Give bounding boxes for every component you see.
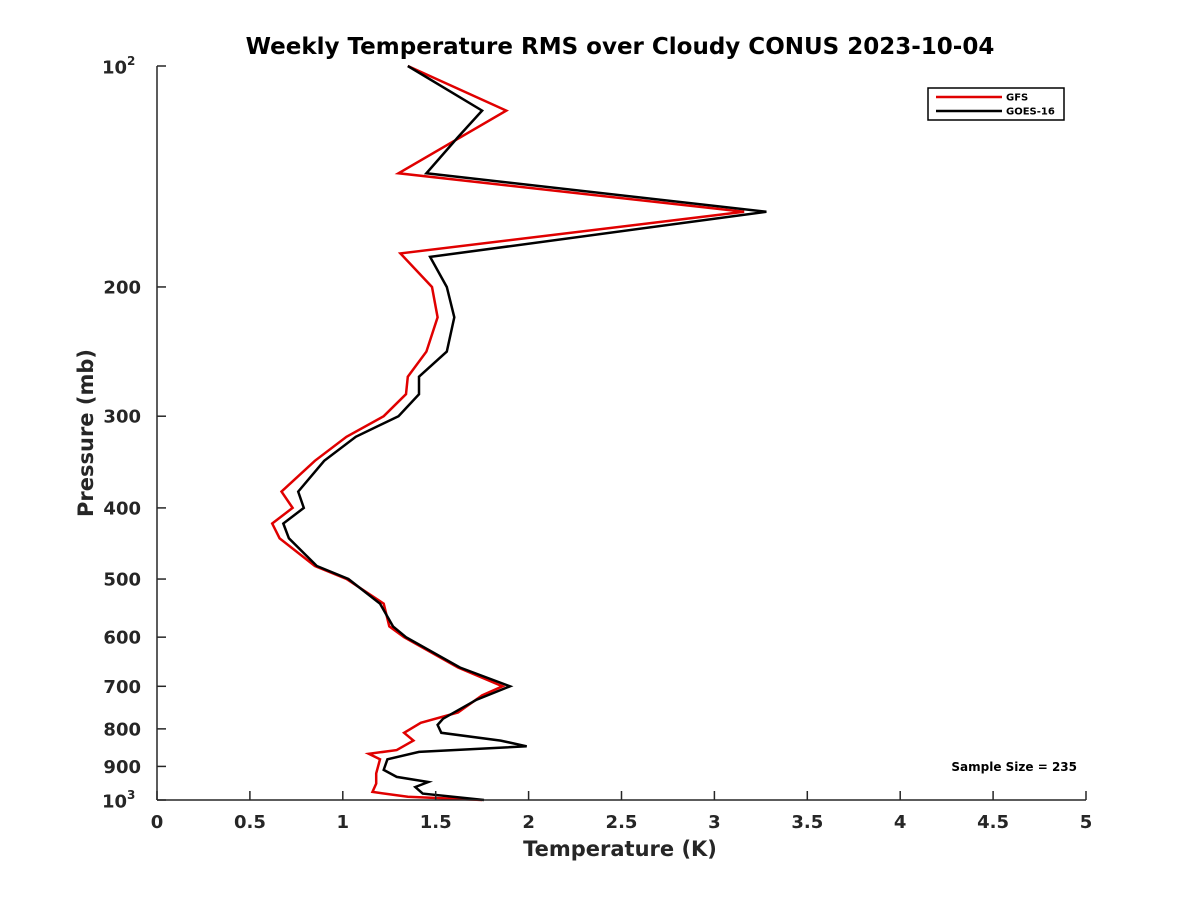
x-tick-label: 4.5 [977,812,1009,833]
x-tick-label: 1.5 [420,812,452,833]
y-tick-label: 300 [103,407,141,428]
y-tick-label: 200 [103,277,141,298]
y-tick-label: 400 [103,498,141,519]
x-tick-label: 3 [708,812,721,833]
x-tick-label: 5 [1080,812,1093,833]
x-tick-label: 3.5 [791,812,823,833]
x-tick-label: 1 [337,812,350,833]
y-tick-label: 700 [103,677,141,698]
y-tick-label: 500 [103,570,141,591]
x-tick-label: 4 [894,812,907,833]
y-tick-exponent: 3 [127,788,135,802]
chart-title: Weekly Temperature RMS over Cloudy CONUS… [246,34,995,60]
legend-label-goes16: GOES-16 [1006,107,1055,118]
legend-label-gfs: GFS [1006,93,1028,104]
x-tick-label: 0.5 [234,812,266,833]
y-tick-label: 800 [103,719,141,740]
y-axis-label: Pressure (mb) [74,349,98,517]
y-tick-label: 900 [103,757,141,778]
legend-box [927,87,1065,121]
x-tick-label: 0 [151,812,164,833]
x-axis-label: Temperature (K) [523,837,717,861]
y-tick-label: 10 [102,792,127,813]
y-tick-exponent: 2 [127,54,135,68]
sample-size-annotation: Sample Size = 235 [951,760,1077,774]
y-tick-label: 10 [102,58,127,79]
y-tick-label: 600 [103,628,141,649]
ticks-layer: 0 0.5 1 1.5 2 2.5 3 3.5 4 4.5 510 22003004005006007… [102,54,1092,833]
x-tick-label: 2.5 [606,812,638,833]
series-line-goes16 [281,64,767,802]
series-layer [270,64,767,802]
x-tick-label: 2 [522,812,535,833]
legend: GFS GOES-16 [927,87,1065,121]
